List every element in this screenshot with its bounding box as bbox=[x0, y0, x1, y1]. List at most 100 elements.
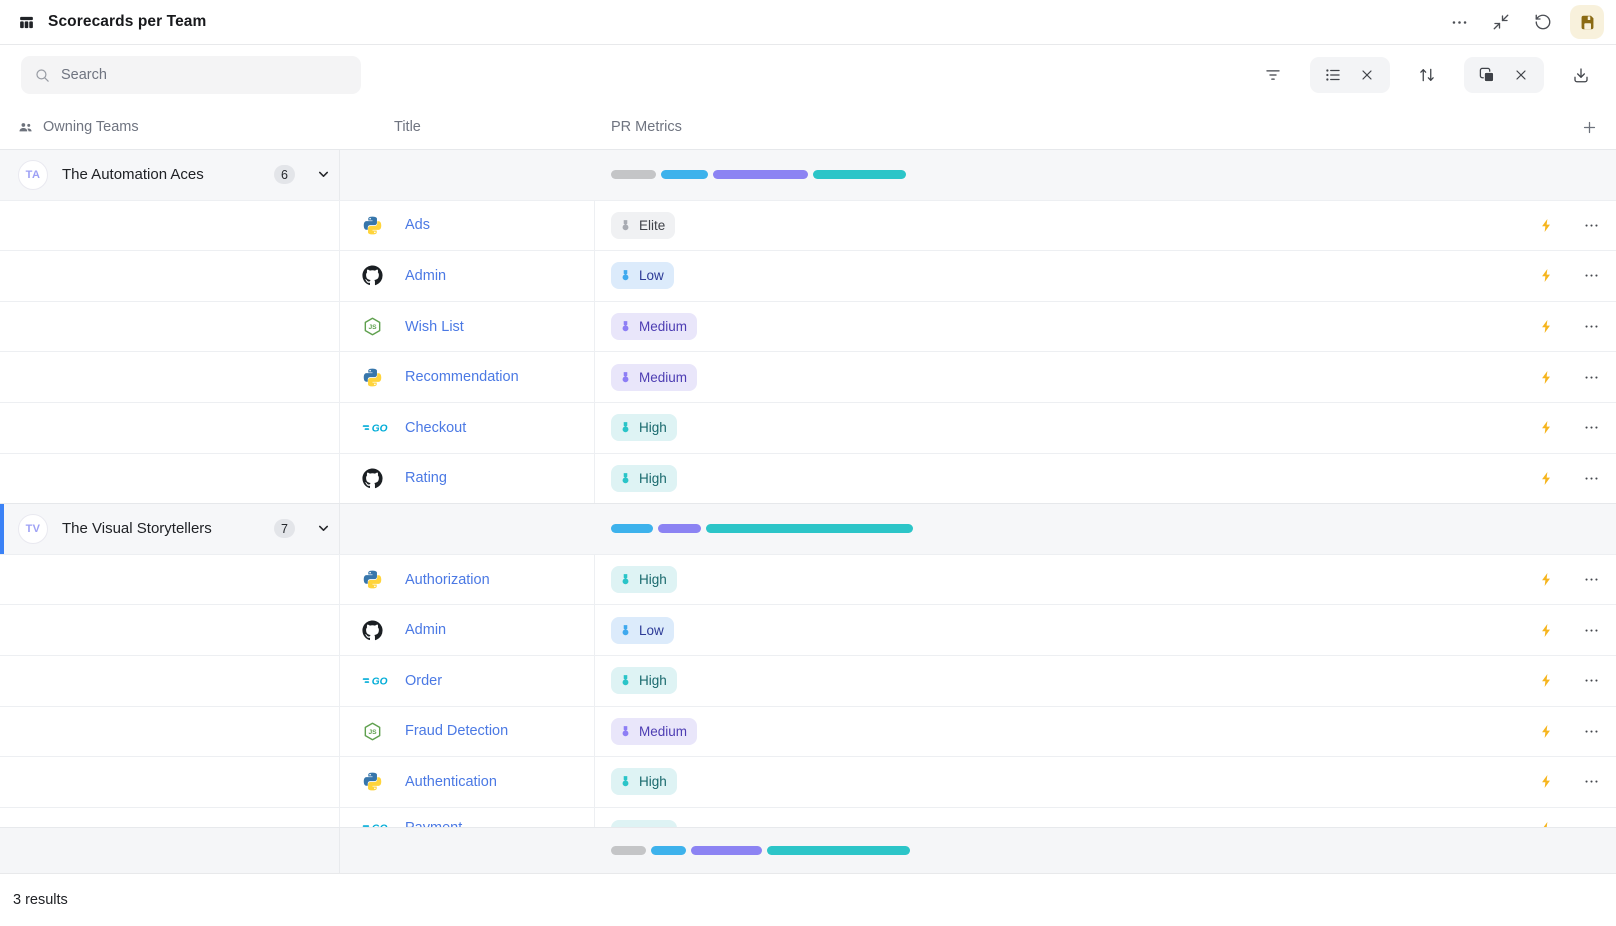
plus-icon bbox=[1581, 119, 1598, 136]
download-icon bbox=[1572, 66, 1590, 84]
metric-badge: High bbox=[611, 768, 677, 796]
entity-link[interactable]: Payment bbox=[405, 820, 462, 827]
medal-icon bbox=[619, 219, 632, 232]
scorecard-rules-button[interactable] bbox=[1539, 622, 1554, 639]
undo-button[interactable] bbox=[1528, 7, 1558, 37]
sort-button[interactable] bbox=[1412, 60, 1442, 90]
svg-text:JS: JS bbox=[368, 324, 377, 331]
entity-link[interactable]: Wish List bbox=[405, 318, 464, 335]
python-icon bbox=[363, 772, 382, 791]
add-column-button[interactable] bbox=[1581, 119, 1598, 136]
search-box[interactable] bbox=[21, 56, 361, 94]
row-more-options-button[interactable] bbox=[1583, 369, 1600, 386]
ellipsis-icon bbox=[1583, 571, 1600, 588]
python-icon bbox=[363, 368, 382, 387]
table-row: Authentication High bbox=[0, 756, 1616, 807]
entity-link[interactable]: Checkout bbox=[405, 419, 467, 436]
metric-badge: Low bbox=[611, 262, 674, 290]
scorecard-rules-button[interactable] bbox=[1539, 318, 1554, 335]
grid-header: Owning Teams Title PR Metrics bbox=[0, 105, 1616, 149]
scorecard-rules-button[interactable] bbox=[1539, 773, 1554, 790]
clear-group-by-button[interactable] bbox=[1510, 64, 1532, 86]
row-more-options-button[interactable] bbox=[1583, 318, 1600, 335]
entity-link[interactable]: Ads bbox=[405, 217, 430, 234]
bar-segment bbox=[713, 170, 808, 180]
row-more-options-button[interactable] bbox=[1583, 672, 1600, 689]
svg-text:JS: JS bbox=[368, 729, 377, 736]
search-input[interactable] bbox=[61, 67, 348, 83]
metric-badge-label: Medium bbox=[639, 723, 688, 739]
row-more-options-button[interactable] bbox=[1583, 723, 1600, 740]
column-header-label: PR Metrics bbox=[611, 119, 682, 135]
scorecard-rules-button[interactable] bbox=[1539, 267, 1554, 284]
entity-link[interactable]: Admin bbox=[405, 622, 447, 639]
metric-badge: High bbox=[611, 667, 677, 695]
bar-segment bbox=[691, 846, 762, 856]
row-more-options-button[interactable] bbox=[1583, 571, 1600, 588]
scorecard-rules-button[interactable] bbox=[1539, 369, 1554, 386]
team-icon bbox=[17, 119, 34, 136]
group-by-button[interactable] bbox=[1476, 64, 1498, 86]
entity-link[interactable]: Recommendation bbox=[405, 369, 519, 386]
more-options-icon bbox=[1450, 13, 1469, 32]
row-more-options-button[interactable] bbox=[1583, 470, 1600, 487]
more-options-button[interactable] bbox=[1444, 7, 1474, 37]
column-header-pr-metrics[interactable]: PR Metrics bbox=[595, 119, 1496, 135]
save-icon bbox=[1578, 13, 1597, 32]
language-icon-slot: JS bbox=[362, 316, 392, 337]
language-icon-slot: GO bbox=[362, 420, 392, 435]
medal-icon bbox=[619, 421, 632, 434]
toolbar bbox=[0, 45, 1616, 105]
save-button[interactable] bbox=[1570, 5, 1604, 39]
collapse-group-button[interactable] bbox=[316, 167, 331, 182]
lightning-icon bbox=[1539, 571, 1554, 588]
scorecard-rules-button[interactable] bbox=[1539, 723, 1554, 740]
table-row: GO Payment High bbox=[0, 806, 1616, 828]
python-icon bbox=[363, 570, 382, 589]
entity-link[interactable]: Authorization bbox=[405, 571, 490, 588]
entity-link[interactable]: Fraud Detection bbox=[405, 723, 509, 740]
python-icon bbox=[363, 216, 382, 235]
row-more-options-button[interactable] bbox=[1583, 820, 1600, 827]
metric-badge: Elite bbox=[611, 211, 676, 239]
search-icon bbox=[34, 67, 51, 84]
collapse-view-button[interactable] bbox=[1486, 7, 1516, 37]
download-button[interactable] bbox=[1566, 60, 1596, 90]
team-name: The Automation Aces bbox=[62, 166, 204, 184]
row-more-options-button[interactable] bbox=[1583, 267, 1600, 284]
list-view-button[interactable] bbox=[1322, 64, 1344, 86]
ellipsis-icon bbox=[1583, 820, 1600, 827]
entity-link[interactable]: Order bbox=[405, 672, 443, 689]
row-more-options-button[interactable] bbox=[1583, 773, 1600, 790]
team-group-row[interactable]: TA The Automation Aces 6 bbox=[0, 149, 1616, 200]
row-more-options-button[interactable] bbox=[1583, 622, 1600, 639]
lightning-icon bbox=[1539, 672, 1554, 689]
go-icon: GO bbox=[362, 677, 388, 688]
clear-view-mode-button[interactable] bbox=[1356, 64, 1378, 86]
filter-button[interactable] bbox=[1258, 60, 1288, 90]
close-icon bbox=[1359, 67, 1375, 83]
scorecard-rules-button[interactable] bbox=[1539, 820, 1554, 828]
language-icon-slot bbox=[362, 620, 392, 641]
collapse-group-button[interactable] bbox=[316, 521, 331, 536]
undo-icon bbox=[1534, 13, 1552, 31]
row-more-options-button[interactable] bbox=[1583, 217, 1600, 234]
entity-link[interactable]: Admin bbox=[405, 267, 447, 284]
team-group-row[interactable]: TV The Visual Storytellers 7 bbox=[0, 503, 1616, 554]
column-header-owning-teams[interactable]: Owning Teams bbox=[0, 119, 340, 136]
column-header-label: Owning Teams bbox=[43, 119, 139, 135]
row-more-options-button[interactable] bbox=[1583, 419, 1600, 436]
entity-link[interactable]: Authentication bbox=[405, 773, 497, 790]
column-header-title[interactable]: Title bbox=[340, 119, 595, 135]
metric-badge-label: Low bbox=[639, 268, 664, 284]
scorecard-rules-button[interactable] bbox=[1539, 470, 1554, 487]
scorecard-rules-button[interactable] bbox=[1539, 419, 1554, 436]
table-row: JS Fraud Detection Medium bbox=[0, 705, 1616, 757]
view-mode-pill bbox=[1310, 57, 1390, 93]
scorecard-rules-button[interactable] bbox=[1539, 571, 1554, 588]
scorecard-rules-button[interactable] bbox=[1539, 217, 1554, 234]
metric-badge-label: High bbox=[639, 470, 667, 486]
collapse-icon bbox=[1492, 13, 1510, 31]
entity-link[interactable]: Rating bbox=[405, 470, 447, 487]
scorecard-rules-button[interactable] bbox=[1539, 672, 1554, 689]
